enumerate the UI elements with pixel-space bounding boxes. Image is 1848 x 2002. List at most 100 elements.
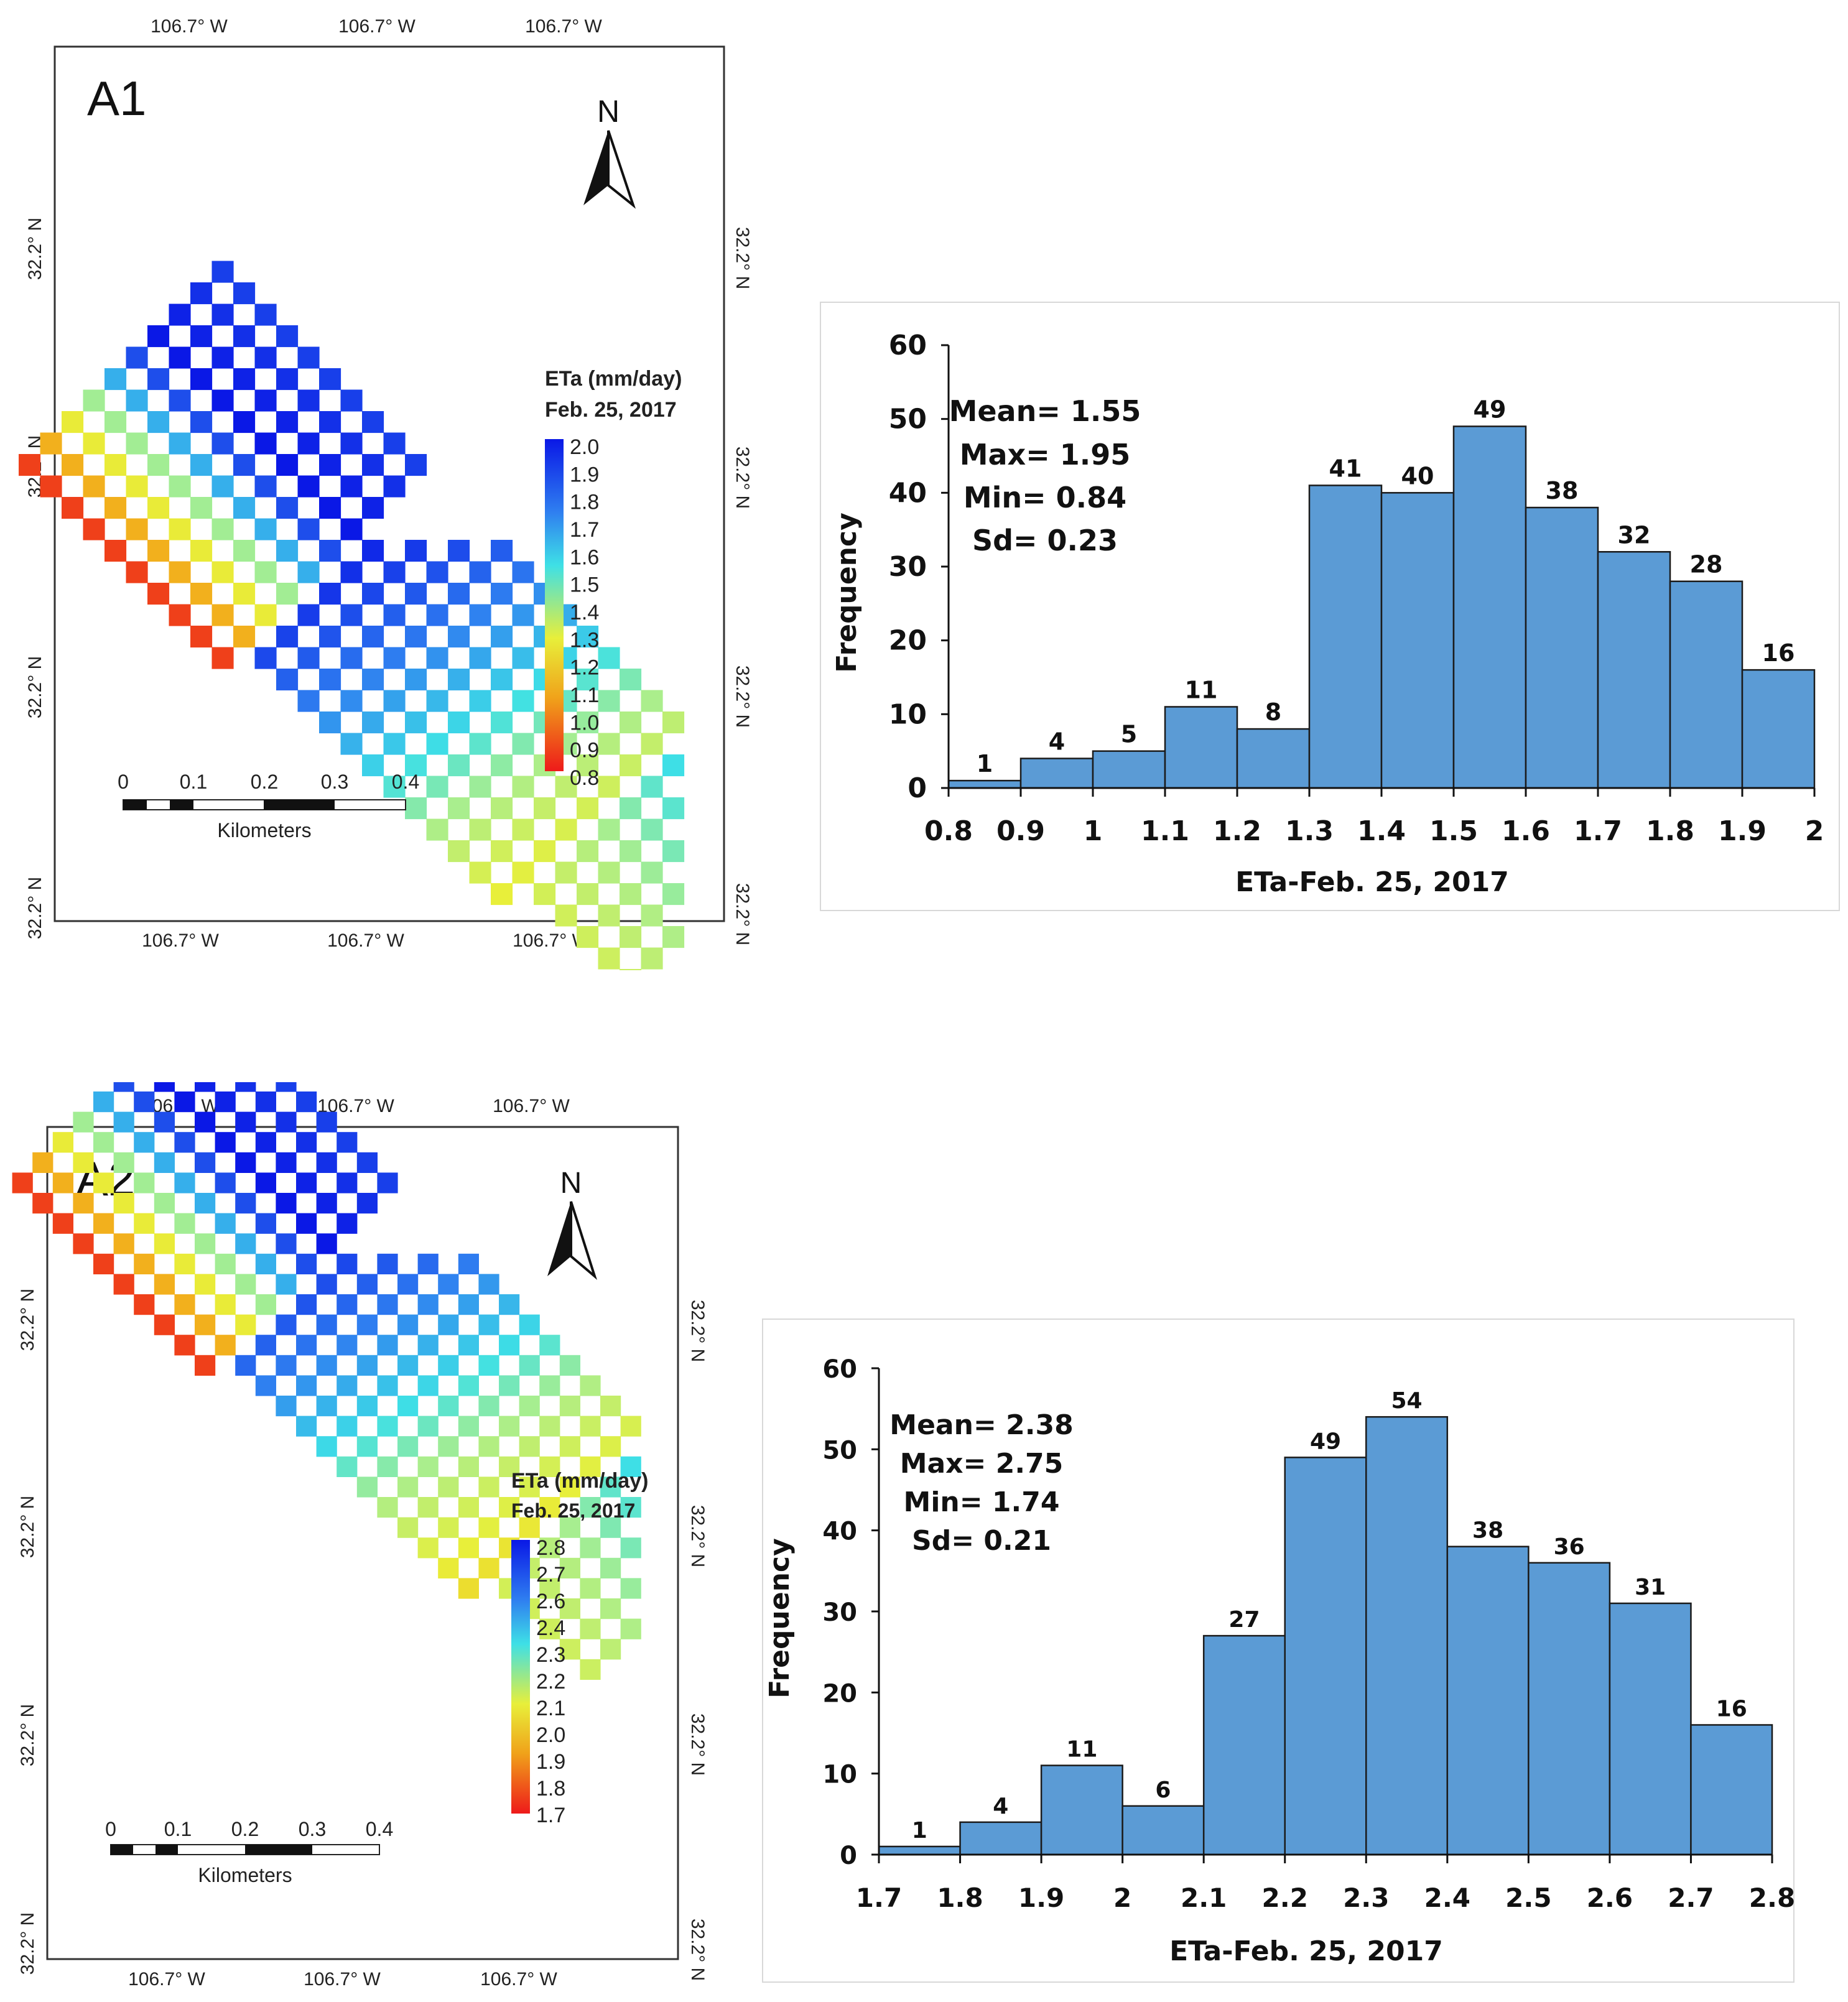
legend-value-label: 1.3 [570,628,599,652]
histogram-bar [1525,506,1599,789]
raster-cell [469,561,491,583]
legend-colorbar [545,439,564,771]
raster-cell [362,497,384,519]
raster-cell [478,1274,499,1295]
raster-cell [362,411,384,433]
raster-cell [598,947,620,970]
raster-cell [73,1152,94,1173]
raster-cell [356,1274,378,1295]
histogram-bars: 1 4 11 6 27 49 54 38 36 31 16 [878,1388,1773,1856]
raster-cell [126,475,148,498]
raster-cell [356,1396,378,1417]
raster-cell [235,1193,256,1214]
legend-value-label: 1.8 [570,491,599,514]
raster-cell [235,1314,256,1335]
raster-cell [512,561,534,583]
raster-cell [190,325,213,348]
raster-cell [154,1233,175,1254]
raster-cell [438,1274,459,1295]
raster-cell [340,604,363,626]
raster-cell [426,604,448,626]
raster-cell [641,776,663,798]
x-tick-label: 1.5 [1429,815,1478,847]
legend-labels: 2.0 1.9 1.8 1.7 1.6 1.5 1.4 1.3 1.2 1.1 1.0 0.9 0.8 [570,435,599,790]
raster-cell [211,604,234,626]
raster-cell [512,733,534,755]
scale-label: 0.1 [180,771,207,793]
raster-cell [276,1152,297,1173]
raster-cell [134,1172,155,1193]
raster-cell [641,733,663,755]
raster-cell [254,561,277,583]
raster-cell [559,1476,580,1498]
raster-cell [195,1111,216,1133]
raster-cell [417,1497,439,1518]
histogram-bar [1669,580,1744,789]
raster-cell [362,711,384,734]
raster-cell [397,1314,419,1335]
raster-cell [215,1213,236,1234]
stat-mean: Mean= 2.38 [889,1409,1073,1441]
raster-cell [254,346,277,369]
raster-cell [620,840,642,863]
raster-cell [276,497,299,519]
stat-min: Min= 1.74 [904,1486,1060,1518]
raster-cell [319,411,341,433]
raster-cell [580,1659,601,1680]
raster-cell [296,1132,317,1153]
raster-cell [499,1416,520,1437]
raster-cell [154,1274,175,1295]
legend-date: Feb. 25, 2017 [511,1499,635,1522]
raster-cell [426,690,448,712]
y-tick-label: 10 [822,1761,857,1789]
raster-cell [297,647,320,669]
raster-cell [211,561,234,583]
raster-cell [211,389,234,412]
raster-cell [296,1294,317,1315]
raster-cell [316,1193,337,1214]
raster-cell [276,325,299,348]
raster-cell [448,540,470,562]
y-tick-label: 0 [908,772,927,804]
raster-cell [512,818,534,841]
histogram-bar [1019,758,1094,789]
raster-cell [340,561,363,583]
raster-cell [113,1152,134,1173]
legend-value-label: 2.4 [536,1616,565,1640]
bar-value-label: 49 [1310,1429,1341,1454]
raster-cell [598,904,620,927]
raster-cell [580,1578,601,1599]
legend-value-label: 1.1 [570,684,599,707]
raster-cell [211,304,234,326]
raster-cell [215,1172,236,1193]
raster-cell [215,1335,236,1356]
legend-colorbar [511,1540,530,1814]
raster-cell [174,1335,195,1356]
raster-cell [555,904,577,927]
x-tick-label: 1 [1084,815,1103,847]
histogram-a2: 1 4 11 6 27 49 54 38 36 31 16 0 10 20 30 40 50 60 1.7 1.8 1… [762,1318,1795,1983]
raster-cell [235,1082,256,1092]
raster-cell [297,346,320,369]
bar-value-label: 5 [1121,721,1137,748]
legend-value-label: 1.8 [536,1777,565,1800]
raster-cell [62,411,84,433]
raster-cell [254,432,277,455]
raster-cell [662,840,685,863]
raster-cell [362,669,384,691]
bar-value-label: 28 [1690,551,1723,578]
raster-cell [458,1375,479,1396]
lat-label-left: 32.2° N [17,1289,38,1351]
north-arrow-icon [583,130,636,209]
raster-cell [426,733,448,755]
raster-cell [438,1557,459,1578]
raster-cell [383,690,406,712]
raster-cell [397,1396,419,1417]
legend-value-label: 1.7 [570,518,599,542]
raster-cell [377,1497,398,1518]
raster-cell [559,1517,580,1538]
x-tick-label: 2.6 [1587,1883,1633,1913]
raster-cell [32,1152,53,1173]
raster-cell [40,432,62,455]
scale-label: 0 [105,1818,116,1840]
